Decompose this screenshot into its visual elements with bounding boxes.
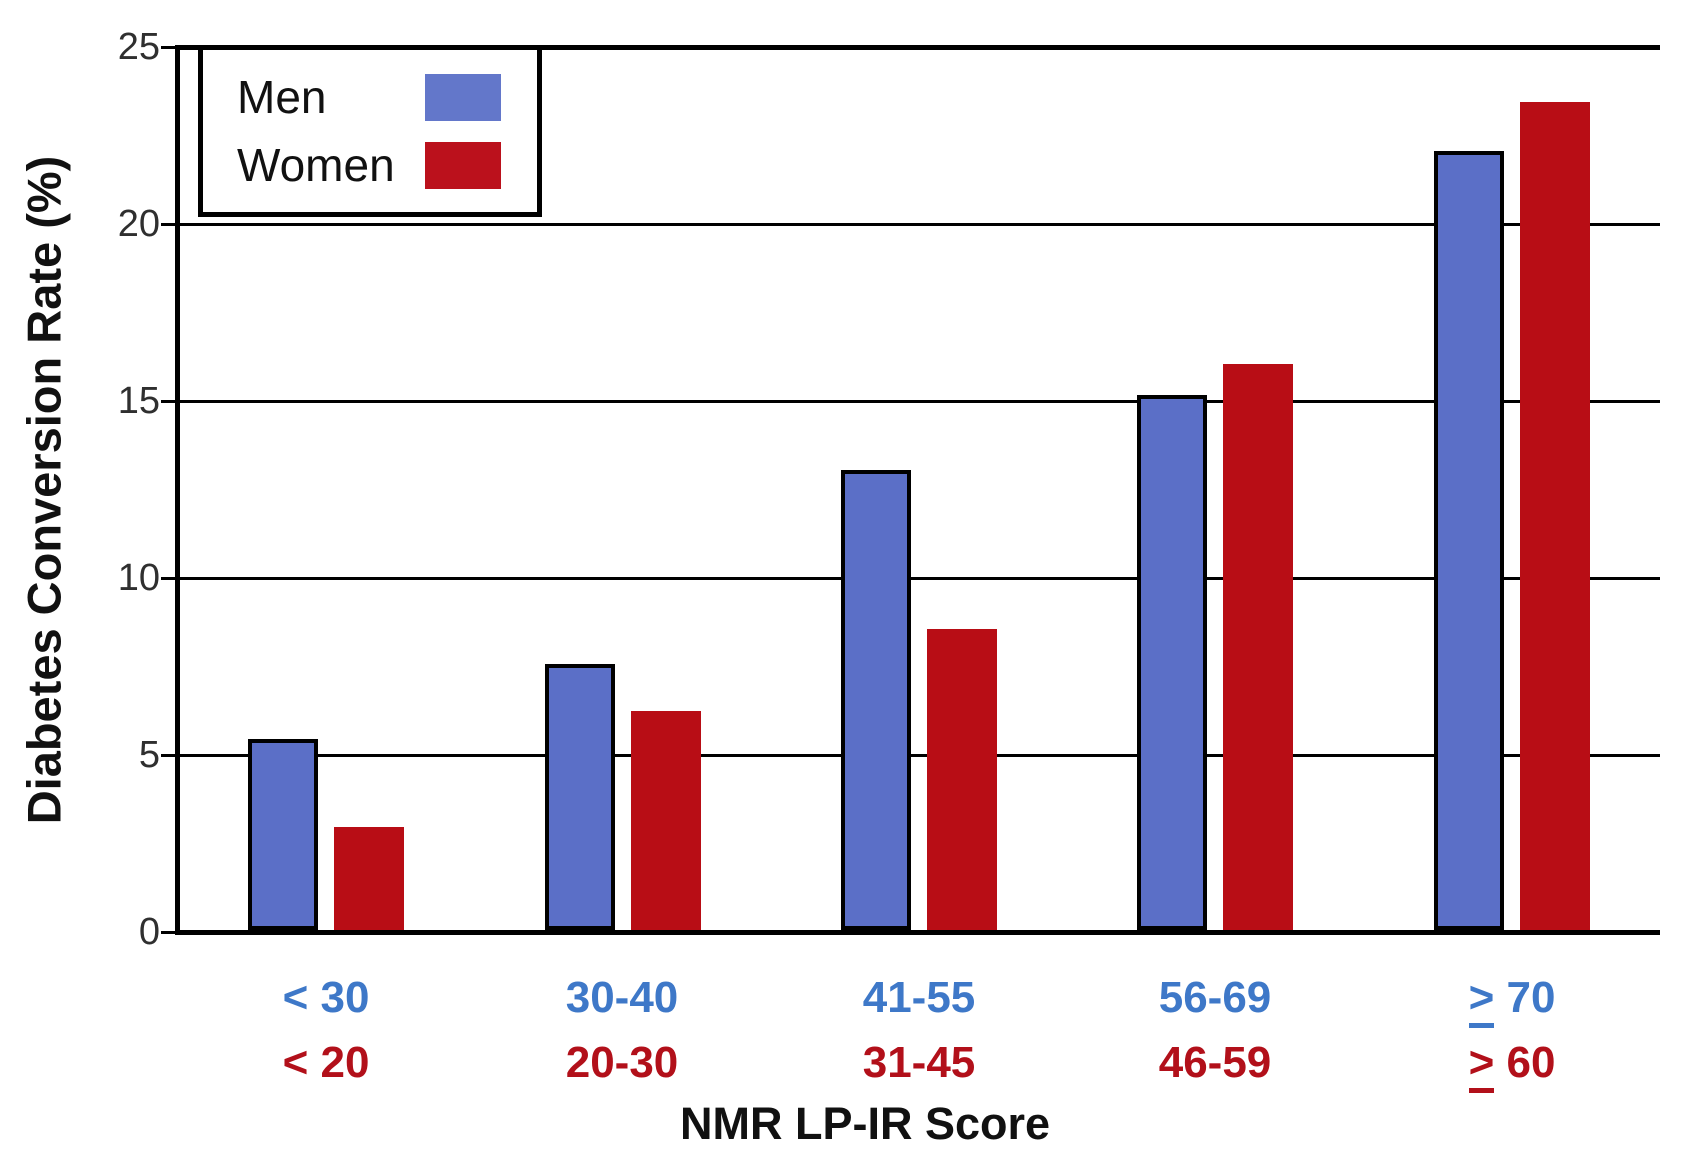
- bar-men-1: [545, 664, 615, 930]
- x-label-men-3: 56-69: [1158, 973, 1272, 1022]
- bar-men-0: [248, 739, 318, 930]
- plot-top-border: [178, 45, 1660, 50]
- legend-label-women: Women: [237, 139, 395, 191]
- gridline-20: [178, 223, 1660, 226]
- bar-women-1: [631, 711, 701, 930]
- y-tick-label-10: 10: [117, 557, 160, 599]
- legend-label-men: Men: [237, 71, 327, 123]
- bar-women-3: [1223, 364, 1293, 930]
- y-tick-label-25: 25: [117, 26, 160, 68]
- x-axis-title: NMR LP-IR Score: [679, 1098, 1051, 1149]
- gridline-15: [178, 400, 1660, 403]
- x-label-men-1: 30-40: [565, 973, 679, 1022]
- y-tick-0: [161, 931, 175, 934]
- bar-women-4: [1520, 102, 1590, 930]
- x-axis-line: [178, 930, 1660, 935]
- x-label-men-0: < 30: [282, 973, 370, 1022]
- y-tick-label-5: 5: [138, 734, 160, 776]
- y-tick-5: [161, 754, 175, 757]
- legend-row-men: Men: [237, 73, 501, 121]
- gridline-10: [178, 577, 1660, 580]
- x-label-women-0: < 20: [282, 1038, 370, 1087]
- bar-men-4: [1434, 151, 1504, 930]
- y-tick-20: [161, 223, 175, 226]
- y-tick-label-20: 20: [117, 203, 160, 245]
- x-label-women-4: > 60: [1364, 1037, 1660, 1093]
- x-label-women-2: 31-45: [862, 1038, 976, 1087]
- bar-women-0: [334, 827, 404, 930]
- gridline-5: [178, 754, 1660, 757]
- legend-swatch-men: [425, 73, 501, 121]
- y-tick-15: [161, 400, 175, 403]
- greater-equal-sign: >: [1468, 1038, 1495, 1093]
- x-label-women-3: 46-59: [1158, 1038, 1272, 1087]
- x-label-women-1: 20-30: [565, 1038, 679, 1087]
- bar-men-3: [1137, 395, 1207, 930]
- x-label-men-2: 41-55: [862, 973, 976, 1022]
- y-tick-25: [161, 46, 175, 49]
- legend: Men Women: [198, 45, 542, 217]
- legend-swatch-women: [425, 141, 501, 189]
- y-axis-line: [175, 45, 180, 935]
- legend-row-women: Women: [237, 141, 501, 189]
- x-label-men-4: > 70: [1364, 972, 1660, 1028]
- bar-women-2: [927, 629, 997, 930]
- y-tick-label-15: 15: [117, 380, 160, 422]
- greater-equal-sign: >: [1468, 973, 1495, 1028]
- bar-men-2: [841, 470, 911, 930]
- y-tick-label-0: 0: [138, 911, 160, 953]
- y-tick-10: [161, 577, 175, 580]
